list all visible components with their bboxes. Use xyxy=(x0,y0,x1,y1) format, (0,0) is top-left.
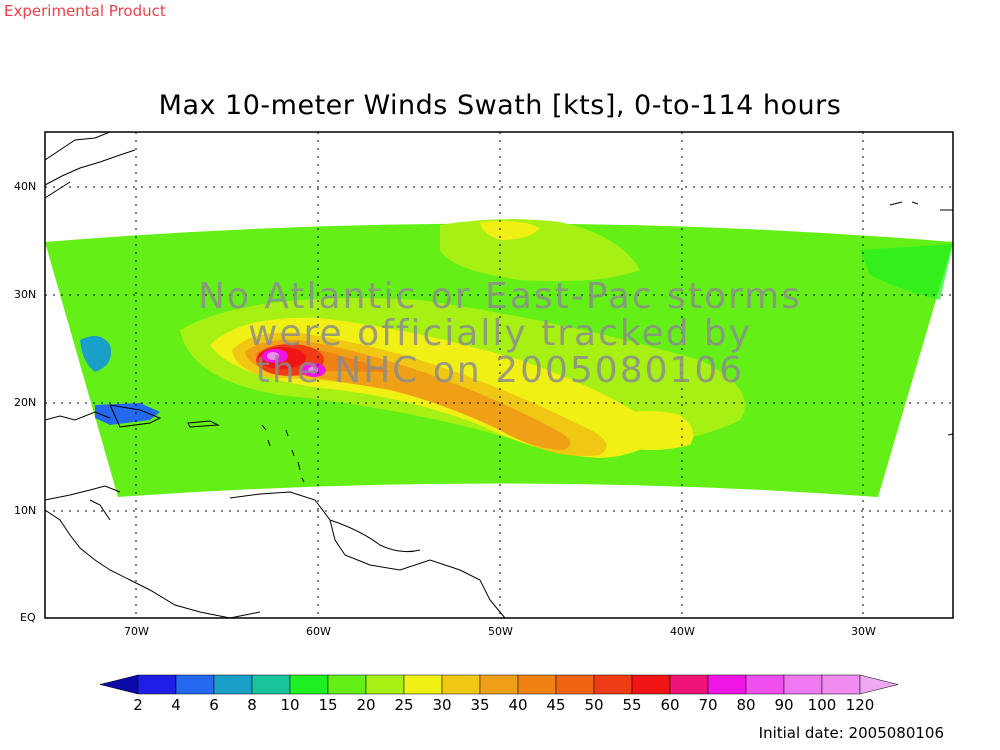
colorbar-label: 70 xyxy=(698,696,718,714)
colorbar-swatch xyxy=(251,674,291,695)
colorbar-swatch xyxy=(403,674,443,695)
colorbar-swatch xyxy=(137,674,177,695)
colorbar-label: 30 xyxy=(432,696,452,714)
colorbar-swatch xyxy=(593,674,633,695)
map-title: Max 10-meter Winds Swath [kts], 0-to-114… xyxy=(158,90,842,121)
lat-label-30n: 30N xyxy=(14,288,37,301)
colorbar-swatch xyxy=(555,674,595,695)
grid-lines xyxy=(45,132,953,618)
lon-label-50w: 50W xyxy=(488,625,513,638)
lon-label-60w: 60W xyxy=(306,625,331,638)
wind-zone-25kt-north xyxy=(480,220,540,240)
no-storm-overlay: No Atlantic or East-Pac storms were offi… xyxy=(198,276,802,391)
colorbar-swatch xyxy=(441,674,481,695)
experimental-product-label: Experimental Product xyxy=(4,2,166,20)
colorbar-label: 2 xyxy=(133,696,143,714)
colorbar-label: 40 xyxy=(508,696,528,714)
colorbar-swatch xyxy=(859,674,899,695)
colorbar-label: 35 xyxy=(470,696,490,714)
colorbar-swatch xyxy=(669,674,709,695)
lat-label-40n: 40N xyxy=(14,180,37,193)
colorbar-label: 20 xyxy=(356,696,376,714)
colorbar-label: 25 xyxy=(394,696,414,714)
lat-label-20n: 20N xyxy=(14,396,37,409)
colorbar-swatch xyxy=(213,674,253,695)
lon-label-30w: 30W xyxy=(851,625,876,638)
colorbar xyxy=(99,674,899,695)
colorbar-swatch xyxy=(821,674,861,695)
overlay-line-2: were officially tracked by xyxy=(248,313,752,354)
colorbar-label: 6 xyxy=(209,696,219,714)
colorbar-swatch xyxy=(479,674,519,695)
lon-label-70w: 70W xyxy=(124,625,149,638)
plot-frame xyxy=(44,131,954,619)
wind-core-2-100kt xyxy=(308,366,318,374)
colorbar-swatch xyxy=(365,674,405,695)
colorbar-swatch xyxy=(745,674,785,695)
lat-label-eq: EQ xyxy=(20,611,36,624)
colorbar-label: 80 xyxy=(736,696,756,714)
colorbar-label: 15 xyxy=(318,696,338,714)
colorbar-label: 50 xyxy=(584,696,604,714)
colorbar-label: 8 xyxy=(247,696,257,714)
land-outlines xyxy=(45,132,953,618)
colorbar-label: 10 xyxy=(280,696,300,714)
colorbar-label: 100 xyxy=(807,696,837,714)
lat-label-10n: 10N xyxy=(14,504,37,517)
colorbar-swatch xyxy=(289,674,329,695)
colorbar-label: 120 xyxy=(845,696,875,714)
colorbar-label: 55 xyxy=(622,696,642,714)
wind-core-100kt xyxy=(267,352,279,360)
colorbar-label: 4 xyxy=(171,696,181,714)
colorbar-swatch xyxy=(327,674,367,695)
colorbar-swatch xyxy=(631,674,671,695)
wind-zone-15kt-east xyxy=(860,244,953,300)
wind-zone-25kt-east xyxy=(600,411,694,450)
overlay-line-3: the NHC on 2005080106 xyxy=(256,350,744,391)
colorbar-swatch xyxy=(517,674,557,695)
lon-label-40w: 40W xyxy=(670,625,695,638)
colorbar-swatch xyxy=(175,674,215,695)
initial-date: Initial date: 2005080106 xyxy=(758,724,944,742)
colorbar-swatch xyxy=(99,674,139,695)
colorbar-swatch xyxy=(783,674,823,695)
wind-zone-low-west xyxy=(80,336,111,372)
colorbar-label: 45 xyxy=(546,696,566,714)
colorbar-swatch xyxy=(707,674,747,695)
colorbar-label: 60 xyxy=(660,696,680,714)
lesser-antilles xyxy=(261,424,305,483)
overlay-line-1: No Atlantic or East-Pac storms xyxy=(198,276,802,317)
colorbar-label: 90 xyxy=(774,696,794,714)
